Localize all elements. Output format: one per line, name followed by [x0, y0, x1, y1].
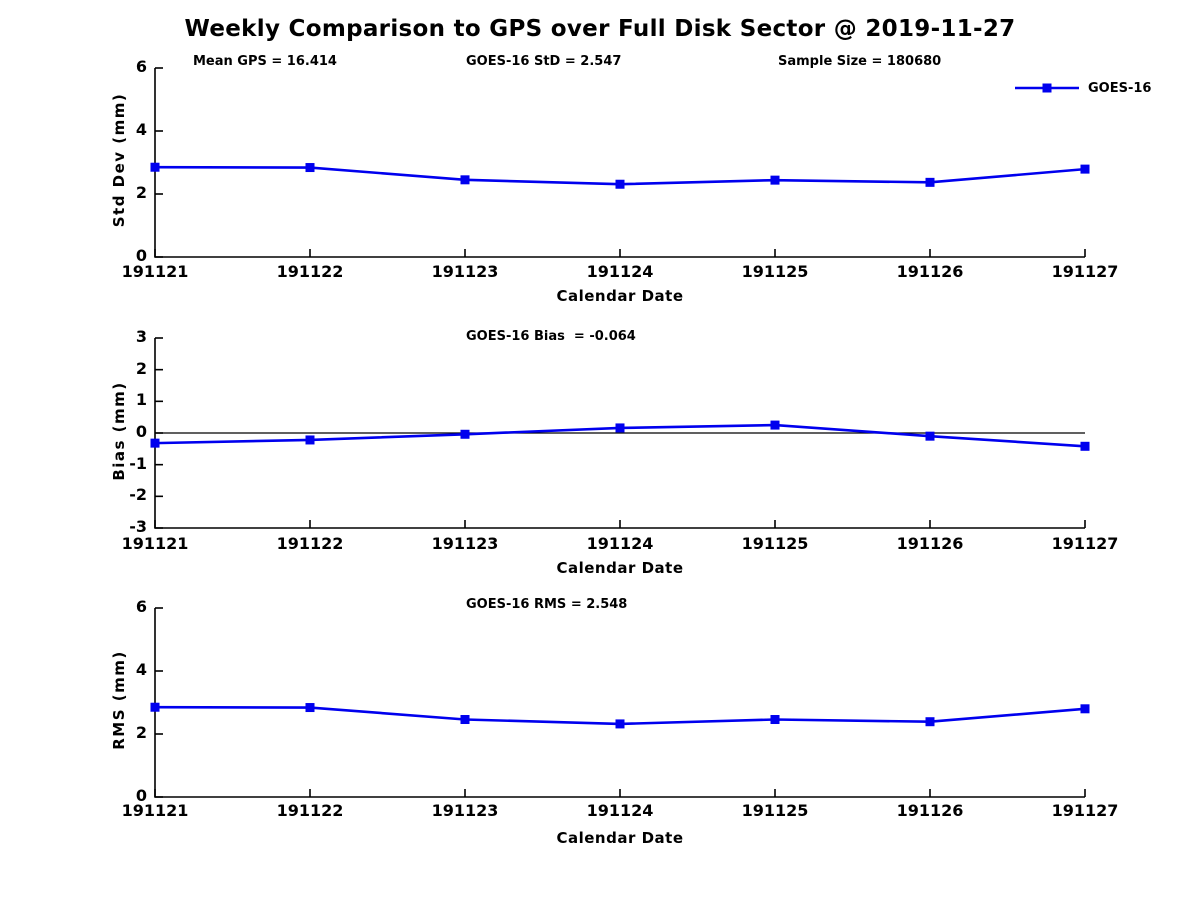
data-point-marker [770, 420, 780, 430]
legend: GOES-16 [1013, 79, 1151, 97]
x-tick-label: 191126 [896, 534, 964, 553]
x-tick-label: 191125 [741, 801, 809, 820]
x-tick-label: 191121 [121, 534, 189, 553]
y-tick-label: -2 [129, 485, 147, 505]
y-tick-label: 6 [135, 597, 147, 616]
data-point-marker [150, 162, 160, 172]
data-point-marker [925, 431, 935, 441]
y-tick-label: 4 [135, 660, 147, 679]
y-tick-label: 0 [135, 246, 147, 265]
chart-title: Weekly Comparison to GPS over Full Disk … [184, 16, 1016, 42]
x-axis-label-bottom: Calendar Date [556, 829, 684, 847]
y-tick-label: -3 [129, 517, 147, 536]
data-point-marker [770, 175, 780, 185]
x-tick-label: 191122 [276, 801, 344, 820]
data-point-marker [305, 703, 315, 713]
y-tick-label: 6 [135, 57, 147, 76]
data-point-marker [615, 179, 625, 189]
x-tick-label: 191123 [431, 534, 499, 553]
y-tick-label: 3 [135, 327, 147, 346]
y-tick-label: 2 [135, 183, 147, 202]
x-tick-label: 191126 [896, 262, 964, 281]
y-tick-label: 4 [135, 120, 147, 139]
data-point-marker [925, 717, 935, 727]
y-tick-label: 0 [135, 422, 147, 441]
x-tick-label: 191123 [431, 262, 499, 281]
data-point-marker [460, 715, 470, 725]
data-point-marker [460, 429, 470, 439]
data-point-marker [1080, 704, 1090, 714]
data-point-marker [615, 423, 625, 433]
annotation-goes16-bias: GOES-16 Bias = -0.064 [466, 329, 636, 344]
data-point-marker [150, 702, 160, 712]
x-tick-label: 191127 [1051, 801, 1119, 820]
x-axis-label-top: Calendar Date [556, 287, 684, 305]
x-tick-label: 191124 [586, 262, 654, 281]
data-point-marker [150, 438, 160, 448]
data-point-marker [460, 175, 470, 185]
annotation-goes16-std: GOES-16 StD = 2.547 [466, 54, 622, 69]
legend-line-marker-icon [1015, 83, 1079, 93]
annotation-sample-size: Sample Size = 180680 [778, 54, 942, 69]
x-tick-label: 191123 [431, 801, 499, 820]
x-tick-label: 191121 [121, 262, 189, 281]
x-tick-label: 191125 [741, 262, 809, 281]
x-tick-label: 191124 [586, 534, 654, 553]
x-tick-label: 191125 [741, 534, 809, 553]
x-tick-label: 191122 [276, 262, 344, 281]
x-tick-label: 191122 [276, 534, 344, 553]
y-tick-label: 2 [135, 358, 147, 378]
data-point-marker [1080, 441, 1090, 451]
x-tick-label: 191127 [1051, 262, 1119, 281]
annotation-mean-gps: Mean GPS = 16.414 [193, 54, 337, 69]
data-point-marker [615, 719, 625, 729]
annotation-goes16-rms: GOES-16 RMS = 2.548 [466, 597, 628, 612]
data-point-marker [770, 715, 780, 725]
y-tick-label: 0 [135, 786, 147, 805]
x-tick-label: 191124 [586, 801, 654, 820]
legend-label: GOES-16 [1088, 80, 1152, 96]
data-point-marker [1080, 164, 1090, 174]
y-tick-label: -1 [129, 453, 147, 473]
data-point-marker [305, 435, 315, 445]
axis-spine [154, 68, 1085, 258]
x-tick-label: 191127 [1051, 534, 1119, 553]
axis-spine [154, 608, 1085, 798]
x-axis-label-middle: Calendar Date [556, 559, 684, 577]
x-tick-label: 191126 [896, 801, 964, 820]
y-tick-label: 2 [135, 723, 147, 742]
x-tick-label: 191121 [121, 801, 189, 820]
y-tick-label: 1 [135, 390, 147, 410]
data-point-marker [925, 177, 935, 187]
data-point-marker [305, 163, 315, 173]
